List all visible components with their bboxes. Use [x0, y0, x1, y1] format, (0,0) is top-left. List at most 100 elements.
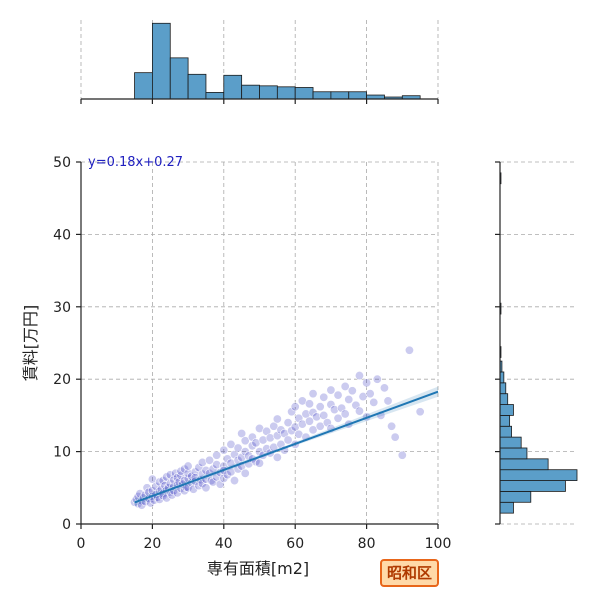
scatter-point [283, 418, 293, 428]
scatter-point [390, 432, 400, 442]
scatter-point [301, 409, 311, 419]
right-histogram-grid [500, 161, 577, 525]
scatter-point [312, 412, 322, 422]
scatter-point [315, 402, 325, 412]
top-hist-bar [205, 92, 225, 100]
scatter-point [247, 432, 257, 442]
y-tick-label: 50 [53, 155, 71, 171]
scatter-point [326, 385, 336, 395]
top-hist-bar [312, 91, 332, 100]
scatter-point [290, 402, 300, 412]
y-tick-label: 30 [53, 300, 71, 316]
scatter-point [205, 455, 215, 465]
scatter-point [351, 400, 361, 410]
right-hist-bar [499, 436, 522, 449]
scatter-point [147, 474, 157, 484]
scatter-point [237, 428, 247, 438]
scatter-point [255, 423, 265, 433]
y-tick-label: 0 [62, 517, 71, 533]
scatter-point [415, 407, 425, 417]
scatter-point [240, 468, 250, 478]
scatter-point [297, 419, 307, 429]
scatter-point [322, 418, 332, 428]
scatter-point [326, 400, 336, 410]
scatter-point [354, 406, 364, 416]
scatter-point [344, 394, 354, 404]
right-hist-bar [499, 469, 578, 481]
right-hist-bar [499, 447, 528, 460]
x-tick-label: 100 [425, 536, 452, 552]
scatter-point [304, 416, 314, 426]
scatter-point [287, 426, 297, 436]
top-hist-bar [294, 87, 314, 100]
right-hist-bar [499, 393, 509, 405]
scatter-point [294, 429, 304, 439]
scatter-point [347, 386, 357, 396]
scatter-point [333, 390, 343, 400]
scatter-point [290, 422, 300, 432]
main-axes: 0 20 40 60 80 100 0 10 20 30 40 50 [53, 155, 451, 552]
scatter-point [272, 414, 282, 424]
scatter-point [255, 447, 265, 457]
scatter-point [255, 458, 265, 468]
scatter-point [222, 470, 232, 480]
scatter-point [315, 421, 325, 431]
scatter-point [308, 425, 318, 435]
y-axis-label: 賃料[万円] [21, 305, 40, 382]
top-hist-bar [151, 22, 171, 100]
scatter-point [230, 476, 240, 486]
scatter-point [387, 421, 397, 431]
scatter-point [165, 470, 175, 480]
scatter-point [365, 389, 375, 399]
scatter-point [208, 477, 218, 487]
right-hist-bar [499, 414, 511, 427]
right-hist-bar [499, 491, 532, 503]
scatter-point [226, 439, 236, 449]
scatter-point [397, 450, 407, 460]
top-hist-bar [241, 84, 260, 100]
district-badge: 昭和区 [380, 559, 440, 587]
y-tick-label: 40 [53, 227, 71, 243]
scatter-point [219, 473, 229, 483]
regression-line [134, 390, 439, 504]
top-histogram [134, 22, 421, 100]
scatter-point [155, 494, 165, 504]
scatter-point [269, 421, 279, 431]
scatter-point [155, 477, 165, 487]
scatter-points [130, 345, 425, 510]
scatter-point [162, 493, 172, 503]
x-tick-label: 40 [215, 536, 233, 552]
top-hist-bar [169, 57, 189, 100]
right-hist-bar [499, 480, 566, 492]
scatter-point [308, 389, 318, 399]
scatter-point [358, 392, 368, 402]
scatter-point [265, 433, 275, 443]
scatter-point [201, 465, 211, 475]
scatter-point [379, 383, 389, 393]
right-histogram [499, 172, 578, 514]
scatter-point [383, 396, 393, 406]
scatter-point [340, 381, 350, 391]
top-hist-bar [187, 73, 207, 100]
right-hist-bar [499, 501, 514, 514]
scatter-point [362, 378, 372, 388]
scatter-point [233, 443, 243, 453]
scatter-point [337, 403, 347, 413]
right-hist-bar [499, 458, 549, 471]
top-hist-bar [259, 85, 278, 100]
scatter-point [287, 407, 297, 417]
scatter-point [183, 468, 193, 478]
scatter-point [272, 431, 282, 441]
right-hist-bar [499, 425, 512, 438]
scatter-point [219, 445, 229, 455]
scatter-point [297, 396, 307, 406]
scatter-point [369, 397, 379, 407]
scatter-point [212, 450, 222, 460]
scatter-point [272, 452, 282, 462]
scatter-point [319, 392, 329, 402]
scatter-point [158, 476, 168, 486]
scatter-point [329, 405, 339, 415]
x-tick-label: 0 [77, 536, 86, 552]
x-tick-label: 60 [286, 536, 304, 552]
scatter-point [372, 374, 382, 384]
